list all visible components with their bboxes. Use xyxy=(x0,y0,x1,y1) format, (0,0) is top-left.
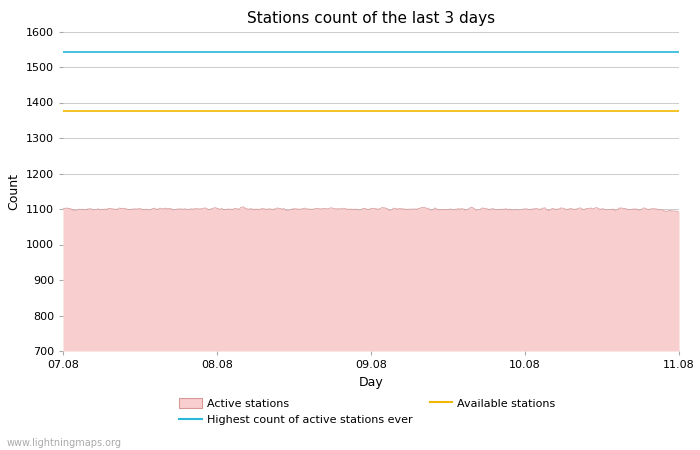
X-axis label: Day: Day xyxy=(358,376,384,389)
Legend: Active stations, Highest count of active stations ever, Available stations: Active stations, Highest count of active… xyxy=(179,398,556,425)
Text: www.lightningmaps.org: www.lightningmaps.org xyxy=(7,438,122,448)
Title: Stations count of the last 3 days: Stations count of the last 3 days xyxy=(247,11,495,26)
Y-axis label: Count: Count xyxy=(7,173,20,210)
